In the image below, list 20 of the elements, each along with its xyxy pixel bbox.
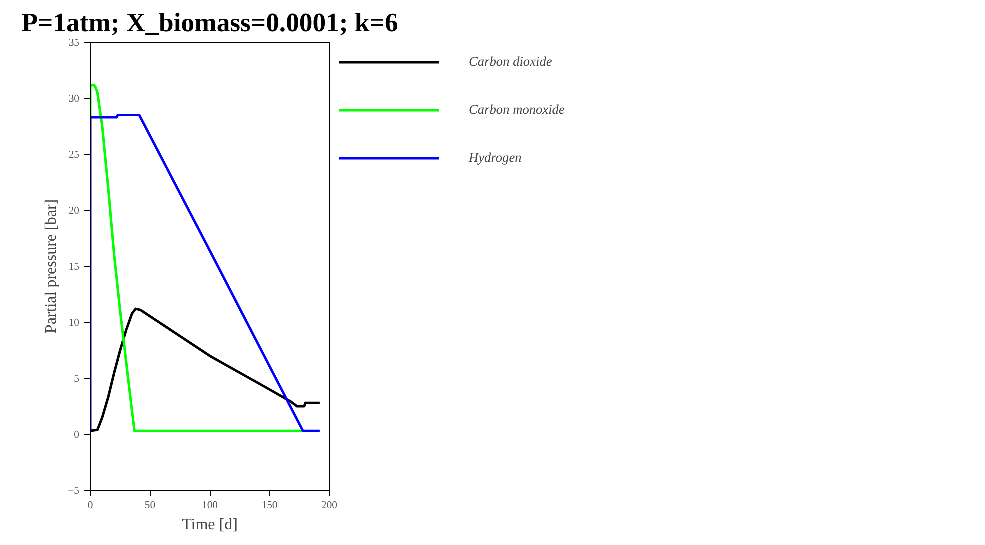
- y-tick-label: 15: [68, 262, 80, 273]
- x-tick-label: 200: [322, 500, 338, 512]
- y-tick-label: 10: [68, 318, 80, 329]
- x-tick-label: 50: [144, 500, 156, 512]
- text: Hydrogen: [469, 150, 522, 166]
- x-tick-label: 150: [262, 500, 278, 512]
- x-axis-title: Time [d]: [182, 516, 238, 534]
- text: Carbon monoxide: [469, 102, 565, 118]
- y-tick-label: 5: [74, 374, 80, 385]
- y-axis-title: Partial pressure [bar]: [43, 199, 60, 334]
- y-tick-label: 35: [68, 38, 80, 49]
- x-tick-label: 100: [202, 500, 218, 512]
- y-tick-label: 25: [68, 150, 80, 161]
- y-tick-label: −5: [68, 486, 80, 497]
- text: Carbon dioxide: [469, 54, 552, 70]
- x-tick-label: 0: [88, 500, 94, 512]
- y-tick-label: 20: [68, 206, 80, 217]
- y-tick-label: 0: [74, 430, 80, 441]
- y-tick-label: 30: [68, 94, 80, 105]
- chart-title: P=1atm; X_biomass=0.0001; k=6: [22, 8, 398, 38]
